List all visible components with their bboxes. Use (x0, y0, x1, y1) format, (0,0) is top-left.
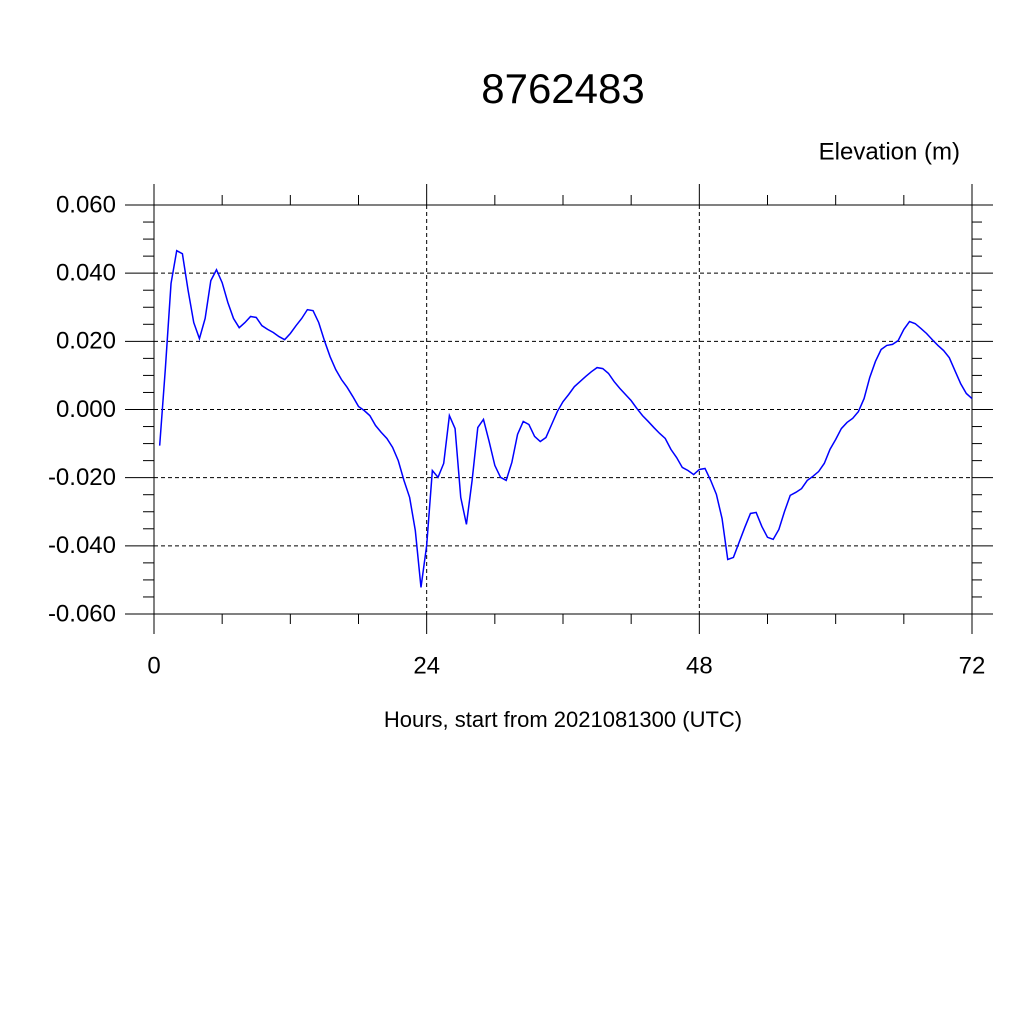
y-axis-label: Elevation (m) (819, 138, 960, 165)
y-tick-label: 0.020 (56, 328, 116, 355)
x-tick-label: 72 (959, 652, 986, 679)
y-tick-label: -0.040 (48, 532, 116, 559)
x-axis-label: Hours, start from 2021081300 (UTC) (384, 707, 742, 732)
y-tick-label: 0.000 (56, 396, 116, 423)
y-tick-label: -0.060 (48, 600, 116, 627)
plot-frame (153, 204, 973, 615)
x-tick-label: 0 (147, 652, 160, 679)
y-tick-label: 0.060 (56, 191, 116, 218)
x-tick-label: 24 (413, 652, 440, 679)
x-tick-label: 48 (686, 652, 713, 679)
chart-title: 8762483 (481, 65, 645, 112)
series-line (158, 249, 973, 588)
y-tick-label: -0.020 (48, 464, 116, 491)
y-tick-label: 0.040 (56, 260, 116, 287)
